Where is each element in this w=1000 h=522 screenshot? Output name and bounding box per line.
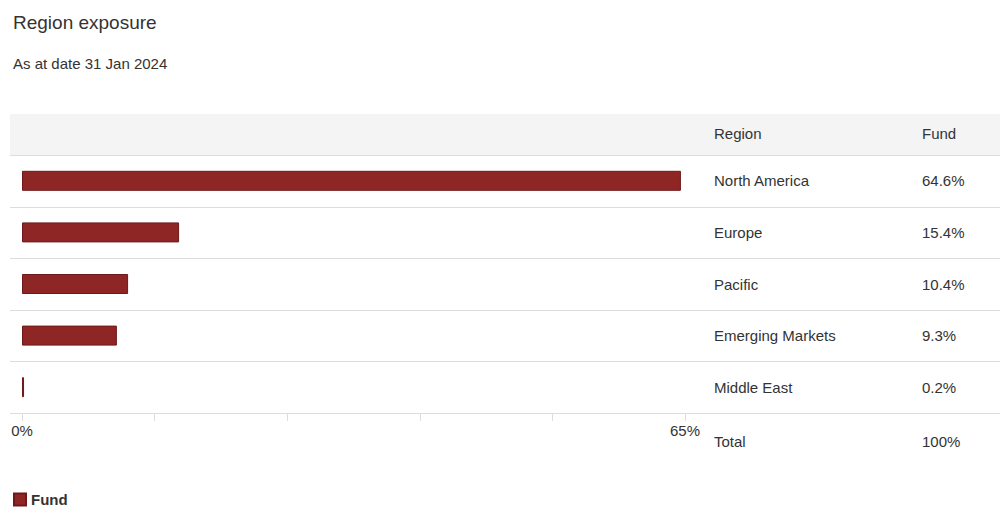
svg-text:Fund: Fund (31, 491, 68, 508)
svg-text:0.2%: 0.2% (922, 379, 956, 396)
svg-text:Emerging Markets: Emerging Markets (714, 327, 836, 344)
svg-text:15.4%: 15.4% (922, 224, 965, 241)
svg-text:Region exposure: Region exposure (13, 12, 157, 33)
svg-text:65%: 65% (670, 422, 700, 439)
svg-text:As at date 31 Jan 2024: As at date 31 Jan 2024 (13, 55, 167, 72)
svg-text:10.4%: 10.4% (922, 276, 965, 293)
svg-text:0%: 0% (11, 422, 33, 439)
svg-text:Fund: Fund (922, 125, 956, 142)
svg-text:Pacific: Pacific (714, 276, 759, 293)
svg-text:Region: Region (714, 125, 762, 142)
svg-text:64.6%: 64.6% (922, 172, 965, 189)
svg-text:Total: Total (714, 433, 746, 450)
svg-text:Middle East: Middle East (714, 379, 793, 396)
svg-text:9.3%: 9.3% (922, 327, 956, 344)
svg-text:North America: North America (714, 172, 810, 189)
svg-text:Europe: Europe (714, 224, 762, 241)
svg-text:100%: 100% (922, 433, 960, 450)
